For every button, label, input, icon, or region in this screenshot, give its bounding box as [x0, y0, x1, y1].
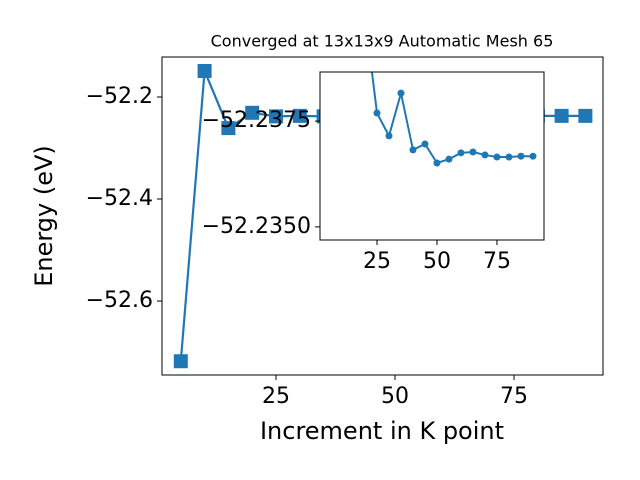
- marker: [517, 152, 525, 160]
- marker: [397, 89, 405, 97]
- marker: [505, 153, 513, 161]
- marker: [445, 155, 453, 163]
- y-tick-label: −52.4: [86, 186, 153, 211]
- marker: [457, 149, 465, 157]
- marker: [245, 105, 260, 120]
- marker: [221, 121, 236, 136]
- plot-content: [361, 12, 537, 167]
- plot-frame: [161, 56, 604, 376]
- y-tick-label: −52.6: [86, 288, 153, 313]
- marker: [421, 140, 429, 148]
- marker: [268, 109, 283, 124]
- marker: [292, 108, 307, 123]
- marker: [481, 151, 489, 159]
- chart-title: Converged at 13x13x9 Automatic Mesh 65: [211, 32, 554, 51]
- x-tick-label: 25: [262, 384, 290, 409]
- marker: [197, 63, 212, 78]
- marker: [385, 132, 393, 140]
- marker: [409, 146, 417, 154]
- plot-frame: [319, 71, 545, 241]
- y-tick-label: −52.2: [86, 84, 153, 109]
- marker: [361, 12, 368, 19]
- x-tick-label: 50: [423, 249, 451, 274]
- x-tick-label: 75: [500, 384, 528, 409]
- y-tick-label: −52.2350: [202, 214, 311, 239]
- marker: [173, 354, 188, 369]
- x-axis-label: Increment in K point: [260, 417, 504, 445]
- marker: [469, 148, 477, 156]
- marker: [493, 153, 501, 161]
- x-tick-label: 50: [381, 384, 409, 409]
- marker: [433, 159, 441, 167]
- marker: [578, 108, 593, 123]
- x-tick-label: 25: [363, 249, 391, 274]
- marker: [554, 108, 569, 123]
- x-tick-label: 75: [483, 249, 511, 274]
- marker: [373, 109, 381, 117]
- marker: [529, 152, 537, 160]
- y-axis-label: Energy (eV): [30, 145, 58, 287]
- y-tick-label: −52.2375: [202, 108, 311, 133]
